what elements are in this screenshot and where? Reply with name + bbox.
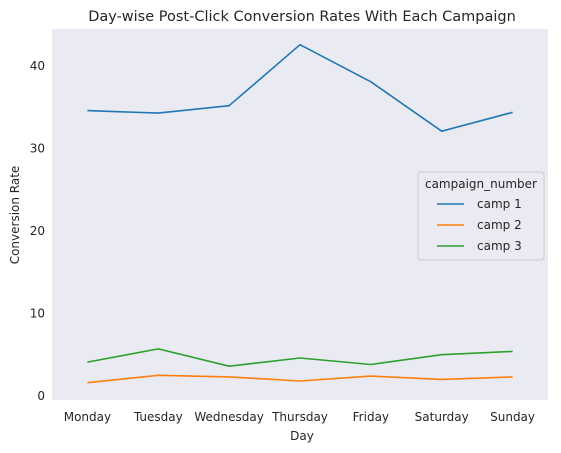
chart-title: Day-wise Post-Click Conversion Rates Wit… [88, 9, 516, 25]
x-tick-label: Wednesday [194, 410, 263, 424]
legend-label: camp 2 [477, 218, 522, 232]
x-tick-label: Thursday [271, 410, 328, 424]
y-tick-label: 30 [30, 142, 45, 156]
x-tick-label: Tuesday [133, 410, 183, 424]
x-tick-label: Sunday [490, 410, 535, 424]
series-line [87, 374, 513, 384]
y-tick-label: 20 [30, 224, 45, 238]
legend-items: camp 1 camp 2 camp 3 [437, 197, 522, 253]
legend-label: camp 3 [477, 239, 522, 253]
legend-label: camp 1 [477, 197, 522, 211]
y-axis-label: Conversion Rate [8, 166, 22, 265]
y-tick-label: 0 [37, 389, 45, 403]
x-tick-label: Friday [353, 410, 389, 424]
legend-box [417, 171, 545, 261]
legend: campaign_number camp 1 camp 2 camp 3 [417, 171, 545, 261]
x-tick-label: Saturday [415, 410, 469, 424]
x-axis-label: Day [290, 429, 314, 443]
y-axis-ticks: 0 10 20 30 40 [30, 59, 45, 403]
y-tick-label: 40 [30, 59, 45, 73]
legend-title: campaign_number [425, 177, 537, 191]
series-line [87, 43, 513, 132]
x-axis-ticks: Monday Tuesday Wednesday Thursday Friday Satu… [64, 410, 535, 424]
series-line [87, 348, 513, 368]
x-tick-label: Monday [64, 410, 111, 424]
y-tick-label: 10 [30, 306, 45, 320]
series-lines [87, 43, 513, 384]
